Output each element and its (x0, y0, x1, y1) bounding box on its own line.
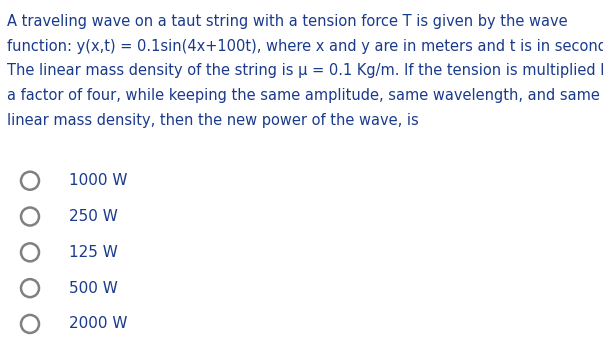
Text: A traveling wave on a taut string with a tension force T is given by the wave: A traveling wave on a taut string with a… (7, 14, 568, 29)
Text: 1000 W: 1000 W (69, 173, 128, 188)
Text: The linear mass density of the string is μ = 0.1 Kg/m. If the tension is multipl: The linear mass density of the string is… (7, 63, 603, 78)
Text: 250 W: 250 W (69, 209, 118, 224)
Text: 2000 W: 2000 W (69, 316, 128, 331)
Text: function: y(x,t) = 0.1sin(4x+100t), where x and y are in meters and t is in seco: function: y(x,t) = 0.1sin(4x+100t), wher… (7, 39, 603, 54)
Text: 125 W: 125 W (69, 245, 118, 260)
Text: 500 W: 500 W (69, 281, 118, 296)
Text: linear mass density, then the new power of the wave, is: linear mass density, then the new power … (7, 113, 419, 128)
Text: a factor of four, while keeping the same amplitude, same wavelength, and same: a factor of four, while keeping the same… (7, 88, 600, 103)
